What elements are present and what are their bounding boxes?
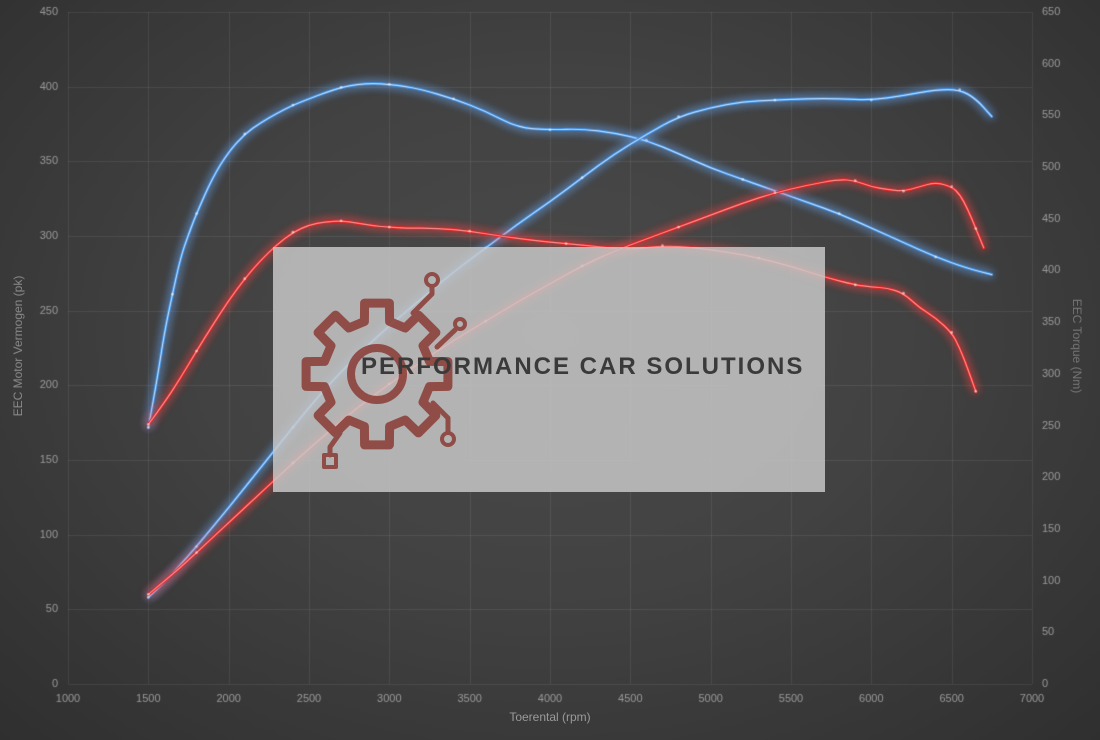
gear-circuit-logo-icon <box>301 272 467 469</box>
watermark-panel: PERFORMANCE CAR SOLUTIONS <box>273 247 825 492</box>
watermark-text: PERFORMANCE CAR SOLUTIONS <box>361 353 805 380</box>
